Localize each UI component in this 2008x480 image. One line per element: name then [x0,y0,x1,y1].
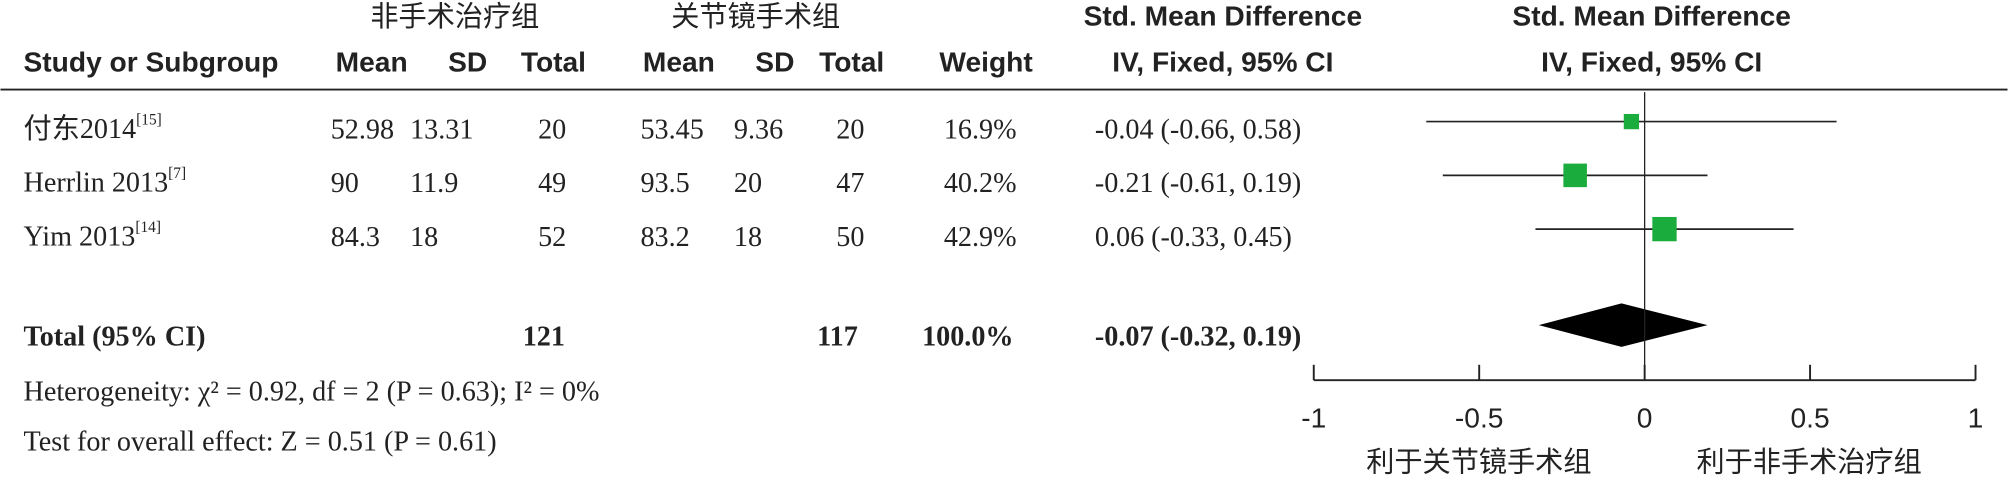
study-label: Herrlin 2013 [24,168,169,199]
study-name: Herrlin 2013[7] [24,165,187,199]
weight: 40.2% [944,168,1017,199]
cell: 49 [538,168,566,199]
study-ref: [7] [168,165,186,182]
effect-square [1623,113,1640,130]
diamond [1538,303,1708,347]
method-header: IV, Fixed, 95% CI [1541,46,1762,77]
column-header: Mean [643,46,715,77]
heterogeneity: Heterogeneity: χ² = 0.92, df = 2 (P = 0.… [24,377,600,408]
effect-header: Std. Mean Difference [1512,0,1791,31]
study-name: Yim 2013[14] [24,218,161,252]
column-header: Total [521,46,586,77]
total-1: 121 [523,322,565,353]
x-tick-label: 0 [1637,402,1653,433]
cell: 52 [538,222,566,253]
weight: 42.9% [944,222,1017,253]
column-header: Mean [336,46,408,77]
x-tick-label: -0.5 [1455,402,1504,433]
study-label: Yim 2013 [24,222,136,253]
cell: 11.9 [410,168,458,199]
column-header: Total [819,46,884,77]
method-header: IV, Fixed, 95% CI [1112,46,1333,77]
column-header: SD [755,46,794,77]
study-ref: [14] [135,218,161,235]
study-name: 付东2014[15] [24,111,162,145]
favors-label: 利于关节镜手术组 [1366,445,1591,478]
cell: 93.5 [640,168,689,199]
column-header: Weight [939,46,1033,77]
study-label: 付东2014 [24,113,137,145]
cell: 20 [734,168,762,199]
total-2: 117 [817,322,858,353]
group-header: 关节镜手术组 [671,0,840,33]
cell: 83.2 [640,222,689,253]
study-ref: [15] [136,111,162,128]
cell: 9.36 [734,114,783,145]
ci-label: -0.21 (-0.61, 0.19) [1095,168,1301,199]
cell: 20 [836,114,864,145]
cell: 53.45 [640,114,703,145]
cell: 90 [331,168,359,199]
x-tick-label: -1 [1301,402,1326,433]
group-header: 非手术治疗组 [370,0,539,33]
favors-label: 利于非手术治疗组 [1696,445,1921,478]
cell: 13.31 [410,114,473,145]
cell: 20 [538,114,566,145]
total-weight: 100.0% [922,322,1014,353]
effect-square [1652,216,1677,242]
cell: 18 [734,222,762,253]
total-ci: -0.07 (-0.32, 0.19) [1095,322,1301,353]
cell: 84.3 [331,222,380,253]
cell: 50 [836,222,864,253]
overall-test: Test for overall effect: Z = 0.51 (P = 0… [24,427,497,458]
weight: 16.9% [944,114,1017,145]
column-header: SD [448,46,487,77]
effect-square [1563,163,1587,188]
effect-header: Std. Mean Difference [1084,0,1363,31]
total-name: Total (95% CI) [24,322,206,353]
x-tick-label: 1 [1968,402,1984,433]
cell: 52.98 [331,114,394,145]
ci-label: 0.06 (-0.33, 0.45) [1095,222,1292,253]
cell: 18 [410,222,438,253]
ci-label: -0.04 (-0.66, 0.58) [1095,114,1301,145]
cell: 47 [836,168,864,199]
column-header: Study or Subgroup [24,46,279,77]
x-tick-label: 0.5 [1791,402,1830,433]
